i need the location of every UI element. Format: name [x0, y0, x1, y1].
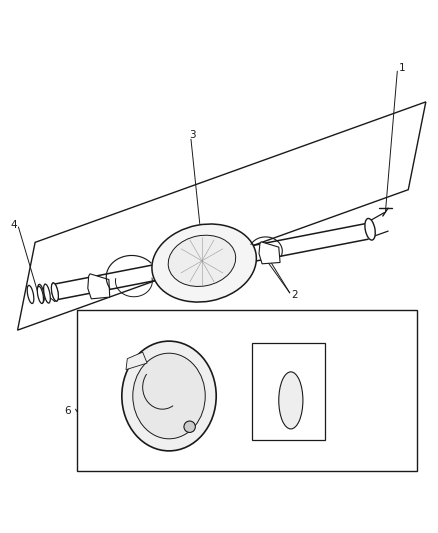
Ellipse shape	[364, 219, 374, 240]
Polygon shape	[258, 242, 279, 264]
Ellipse shape	[51, 283, 58, 301]
Text: 5: 5	[39, 289, 45, 298]
Ellipse shape	[37, 286, 43, 303]
Text: 4: 4	[11, 220, 17, 230]
Ellipse shape	[132, 353, 205, 439]
Polygon shape	[88, 274, 110, 299]
Text: 1: 1	[398, 63, 404, 73]
Ellipse shape	[122, 341, 216, 451]
Circle shape	[184, 421, 195, 432]
Polygon shape	[126, 352, 147, 370]
Ellipse shape	[152, 224, 256, 302]
Text: 3: 3	[188, 130, 195, 140]
Text: 9: 9	[308, 436, 314, 446]
Text: 7: 7	[150, 441, 157, 451]
Bar	[77, 310, 416, 471]
Ellipse shape	[168, 235, 235, 286]
Text: 8: 8	[208, 441, 215, 451]
Ellipse shape	[51, 283, 58, 301]
Bar	[252, 343, 324, 440]
Text: 2: 2	[290, 290, 297, 300]
Text: 6: 6	[64, 406, 71, 416]
Ellipse shape	[27, 285, 34, 303]
Ellipse shape	[278, 372, 302, 429]
Ellipse shape	[43, 284, 50, 303]
Ellipse shape	[38, 284, 44, 303]
